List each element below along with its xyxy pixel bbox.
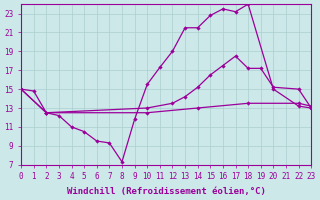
X-axis label: Windchill (Refroidissement éolien,°C): Windchill (Refroidissement éolien,°C) bbox=[67, 187, 266, 196]
